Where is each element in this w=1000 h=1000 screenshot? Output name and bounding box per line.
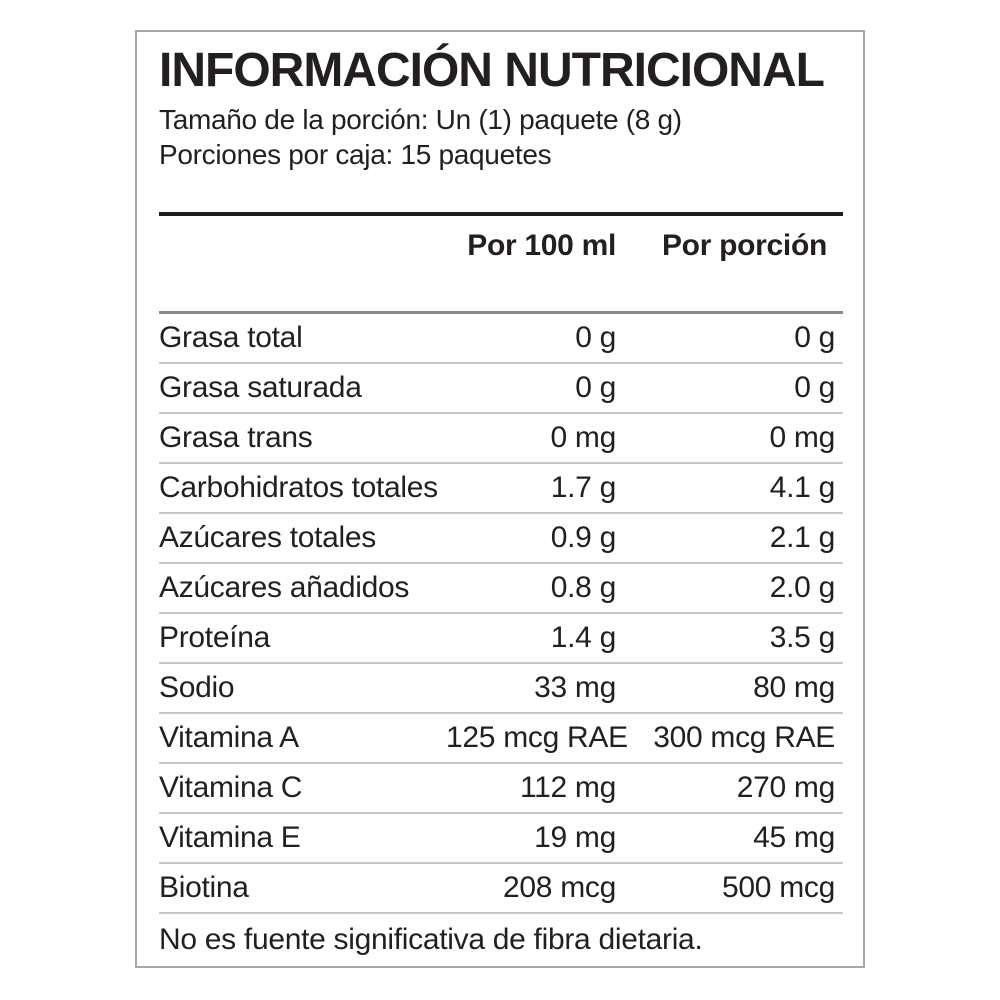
nutrient-name: Grasa trans — [159, 421, 313, 454]
nutrient-value-per-serving: 2.1 g — [769, 521, 836, 554]
nutrient-value-per-100ml: 112 mg — [519, 771, 616, 804]
nutrient-value-per-serving: 500 mcg — [722, 871, 835, 904]
column-header-per-100ml: Por 100 ml — [467, 229, 616, 262]
table-row: Vitamina E 19 mg 45 mg — [159, 814, 843, 864]
table-row: Grasa saturada 0 g 0 g — [159, 364, 843, 414]
servings-per-box-text: Porciones por caja: 15 paquetes — [159, 139, 552, 170]
nutrient-name: Azúcares añadidos — [159, 571, 410, 604]
table-header-row: Por 100 ml Por porción — [159, 216, 843, 311]
nutrient-value-per-100ml: 0 g — [575, 321, 616, 354]
nutrient-name: Grasa total — [159, 321, 303, 354]
divider-header-rule — [159, 311, 843, 314]
nutrient-value-per-100ml: 0 g — [575, 371, 616, 404]
nutrient-value-per-100ml: 208 mcg — [503, 871, 616, 904]
nutrient-value-per-serving: 45 mg — [753, 821, 835, 854]
nutrient-value-per-serving: 80 mg — [753, 671, 835, 704]
nutrient-value-per-serving: 3.5 g — [769, 621, 836, 654]
nutrient-value-per-serving: 270 mg — [736, 771, 836, 804]
nutrient-value-per-100ml: 19 mg — [534, 821, 616, 854]
column-header-per-serving: Por porción — [661, 229, 827, 262]
nutrient-name: Vitamina C — [159, 771, 303, 804]
footnote: No es fuente significativa de fibra diet… — [159, 922, 703, 956]
nutrient-name: Biotina — [159, 871, 249, 904]
table-row: Vitamina A 125 mcg RAE 300 mcg RAE — [159, 714, 843, 764]
table-row: Biotina 208 mcg 500 mcg — [159, 864, 843, 914]
nutrient-value-per-serving: 4.1 g — [769, 471, 836, 504]
nutrient-value-per-serving: 0 mg — [769, 421, 836, 454]
divider-thick-rule — [159, 212, 843, 216]
table-row: Carbohidratos totales 1.7 g 4.1 g — [159, 464, 843, 514]
nutrient-name: Carbohidratos totales — [159, 471, 438, 504]
nutrient-value-per-100ml: 0.8 g — [550, 571, 617, 604]
nutrient-value-per-100ml: 1.4 g — [550, 621, 617, 654]
nutrient-name: Vitamina A — [159, 721, 299, 754]
nutrient-name: Vitamina E — [159, 821, 301, 854]
serving-size-text: Tamaño de la porción: Un (1) paquete (8 … — [159, 104, 682, 135]
nutrient-value-per-serving: 2.0 g — [769, 571, 836, 604]
nutrient-name: Sodio — [159, 671, 235, 704]
table-row: Azúcares añadidos 0.8 g 2.0 g — [159, 564, 843, 614]
nutrient-value-per-100ml: 125 mcg RAE — [446, 721, 628, 754]
table-row: Vitamina C 112 mg 270 mg — [159, 764, 843, 814]
table-row: Sodio 33 mg 80 mg — [159, 664, 843, 714]
nutrient-value-per-100ml: 0.9 g — [550, 521, 617, 554]
table-row: Grasa trans 0 mg 0 mg — [159, 414, 843, 464]
nutrient-value-per-serving: 300 mcg RAE — [653, 721, 835, 754]
nutrient-value-per-serving: 0 g — [794, 371, 835, 404]
nutrient-name: Proteína — [159, 621, 271, 654]
table-row: Proteína 1.4 g 3.5 g — [159, 614, 843, 664]
table-row: Grasa total 0 g 0 g — [159, 314, 843, 364]
nutrient-table: Grasa total 0 g 0 g Grasa saturada 0 g 0… — [159, 314, 843, 914]
nutrition-label: INFORMACIÓN NUTRICIONAL Tamaño de la por… — [135, 30, 865, 968]
nutrient-value-per-100ml: 1.7 g — [550, 471, 617, 504]
header-spacer — [159, 229, 386, 311]
nutrient-value-per-100ml: 33 mg — [534, 671, 616, 704]
nutrient-name: Grasa saturada — [159, 371, 362, 404]
label-title: INFORMACIÓN NUTRICIONAL — [159, 44, 825, 97]
nutrient-name: Azúcares totales — [159, 521, 376, 554]
table-row: Azúcares totales 0.9 g 2.1 g — [159, 514, 843, 564]
nutrient-value-per-serving: 0 g — [794, 321, 835, 354]
nutrient-value-per-100ml: 0 mg — [550, 421, 617, 454]
